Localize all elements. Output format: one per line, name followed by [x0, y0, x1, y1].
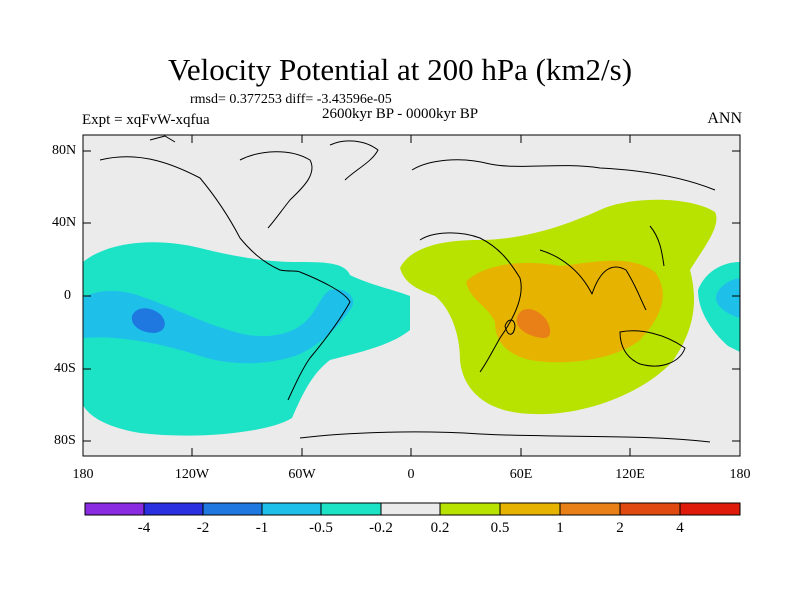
lon-label-180w: 180	[72, 467, 94, 482]
colorbar-box	[84, 502, 145, 516]
lon-label-0: 0	[407, 467, 415, 482]
lon-label-60w: 60W	[288, 467, 316, 482]
colorbar-box	[439, 502, 501, 516]
colorbar-box	[261, 502, 322, 516]
colorbar-box	[679, 502, 741, 516]
lat-label-80n: 80N	[52, 143, 77, 158]
lon-label-180e: 180	[729, 467, 751, 482]
colorbar-label: -0.5	[309, 520, 333, 536]
colorbar-label: 0.5	[490, 520, 510, 536]
contour-pos-1	[516, 309, 551, 338]
colorbar-label: 4	[676, 520, 684, 536]
experiment-label: Expt = xqFvW-xqfua	[82, 112, 210, 128]
contour-pos-0-5	[466, 260, 663, 363]
lon-label-60e: 60E	[509, 467, 533, 482]
map-area	[83, 135, 740, 456]
lat-ticks	[83, 150, 740, 442]
lon-label-120e: 120E	[615, 467, 645, 482]
colorbar-label: -2	[196, 520, 210, 536]
period-label: 2600kyr BP - 0000kyr BP	[322, 106, 479, 122]
lat-label-40n: 40N	[52, 215, 77, 230]
colorbar-label: -0.2	[369, 520, 393, 536]
contour-neg-edge-inner	[716, 278, 740, 318]
contour-neg-1	[131, 308, 165, 333]
colorbar-box	[619, 502, 681, 516]
colorbar-box	[143, 502, 204, 516]
colorbar	[84, 502, 741, 516]
colorbar-label: 0.2	[430, 520, 450, 536]
lat-label-80s: 80S	[54, 433, 76, 448]
colorbar-box	[499, 502, 561, 516]
lat-label-0: 0	[64, 288, 71, 303]
stats-line: rmsd= 0.377253 diff= -3.43596e-05	[190, 92, 392, 107]
colorbar-label: -1	[255, 520, 269, 536]
colorbar-label: 1	[556, 520, 564, 536]
colorbar-box	[320, 502, 382, 516]
lon-ticks	[191, 135, 631, 456]
colorbar-label: 2	[616, 520, 624, 536]
page-title: Velocity Potential at 200 hPa (km2/s)	[167, 52, 633, 87]
contour-neg-0-5	[83, 289, 354, 364]
colorbar-box	[559, 502, 621, 516]
lat-label-40s: 40S	[54, 361, 76, 376]
lon-label-120w: 120W	[174, 467, 210, 482]
colorbar-label: -4	[137, 520, 151, 536]
colorbar-box	[380, 502, 441, 516]
season-label: ANN	[707, 110, 742, 127]
coastlines	[99, 135, 716, 443]
colorbar-box	[202, 502, 263, 516]
